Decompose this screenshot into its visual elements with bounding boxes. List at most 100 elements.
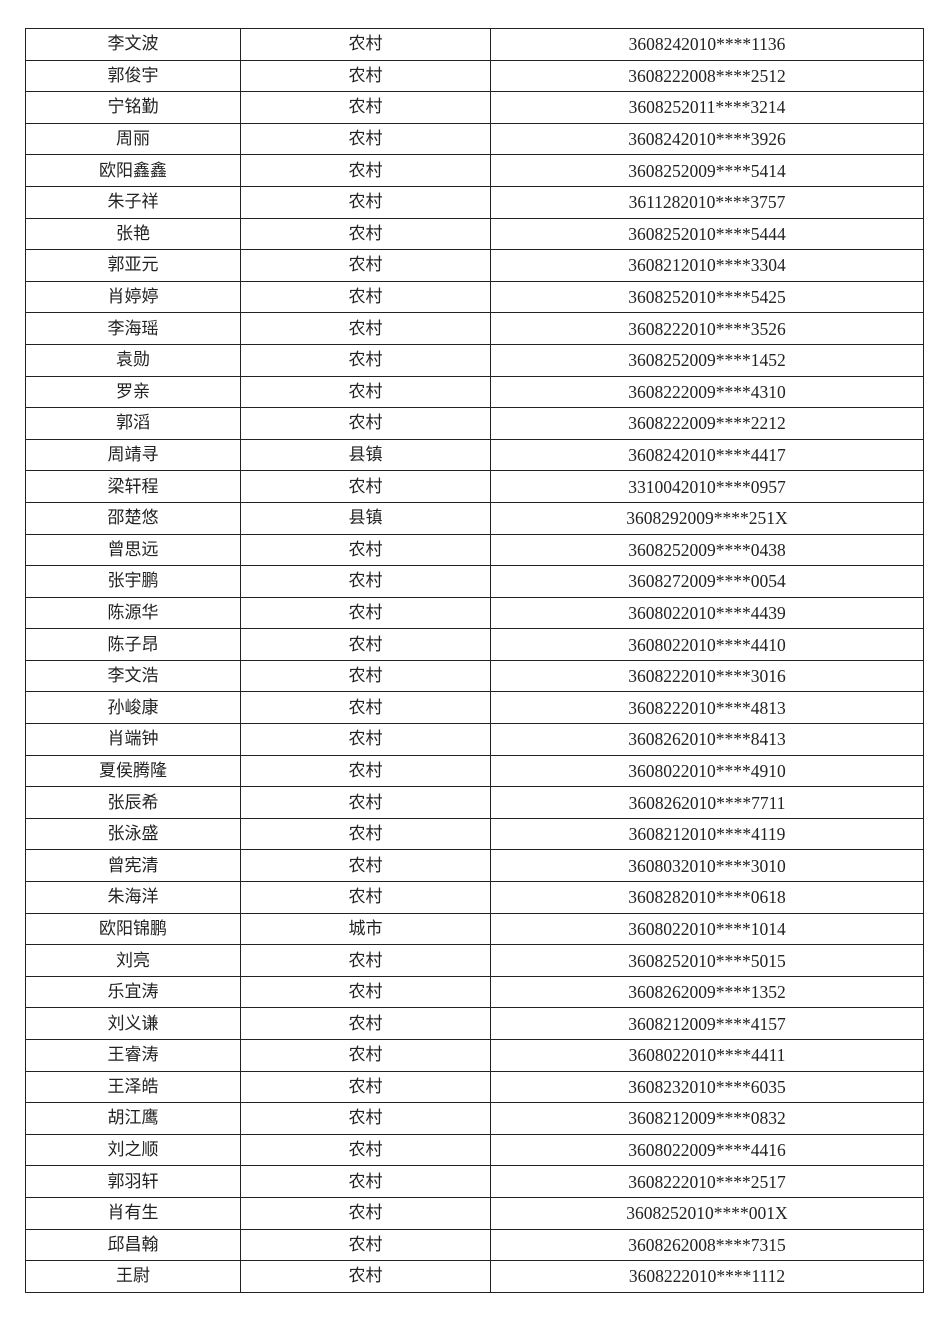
table-row: 张泳盛 农村 3608212010****4119: [25, 817, 924, 851]
area-cell: 农村: [240, 28, 491, 61]
name-cell: 郭俊宇: [25, 59, 241, 93]
area-cell: 农村: [240, 217, 491, 251]
table-row: 肖有生 农村 3608252010****001X: [25, 1196, 924, 1230]
area-cell: 农村: [240, 659, 491, 693]
table-row: 朱海洋 农村 3608282010****0618: [25, 881, 924, 914]
area-cell: 农村: [240, 849, 491, 883]
name-cell: 朱海洋: [25, 881, 241, 914]
name-cell: 李文波: [25, 28, 241, 61]
id-number-cell: 3608022009****4416: [490, 1133, 924, 1167]
name-cell: 陈子昂: [25, 628, 241, 661]
id-number-cell: 3608222010****2517: [490, 1165, 924, 1198]
name-cell: 李海瑶: [25, 312, 241, 345]
table-row: 王泽皓 农村 3608232010****6035: [25, 1070, 924, 1104]
name-cell: 刘义谦: [25, 1007, 241, 1040]
id-number-cell: 3608292009****251X: [490, 501, 924, 535]
id-number-cell: 3608222009****4310: [490, 375, 924, 409]
name-cell: 朱子祥: [25, 185, 241, 219]
area-cell: 农村: [240, 565, 491, 598]
table-row: 欧阳锦鹏 城市 3608022010****1014: [25, 912, 924, 946]
table-row: 刘亮 农村 3608252010****5015: [25, 944, 924, 977]
id-number-cell: 3608212010****3304: [490, 249, 924, 282]
id-number-cell: 3608222010****3016: [490, 659, 924, 693]
id-number-cell: 3608212010****4119: [490, 817, 924, 851]
table-row: 乐宜涛 农村 3608262009****1352: [25, 975, 924, 1009]
table-row: 李海瑶 农村 3608222010****3526: [25, 312, 924, 345]
table-row: 张宇鹏 农村 3608272009****0054: [25, 565, 924, 598]
name-cell: 肖有生: [25, 1196, 241, 1230]
table-body: 李文波 农村 3608242010****1136 郭俊宇 农村 3608222008**…: [25, 28, 924, 1293]
table-row: 肖婷婷 农村 3608252010****5425: [25, 280, 924, 314]
id-number-cell: 3608022010****4439: [490, 596, 924, 630]
id-number-cell: 3608262009****1352: [490, 975, 924, 1009]
table-row: 李文波 农村 3608242010****1136: [25, 28, 924, 61]
id-number-cell: 3608222010****1112: [490, 1260, 924, 1293]
table-row: 宁铭勤 农村 3608252011****3214: [25, 91, 924, 124]
name-cell: 刘亮: [25, 944, 241, 977]
id-number-cell: 3608252009****5414: [490, 154, 924, 187]
name-cell: 王尉: [25, 1260, 241, 1293]
area-cell: 农村: [240, 786, 491, 819]
name-cell: 张宇鹏: [25, 565, 241, 598]
area-cell: 农村: [240, 1228, 491, 1262]
table-row: 夏侯腾隆 农村 3608022010****4910: [25, 754, 924, 788]
name-cell: 张泳盛: [25, 817, 241, 851]
name-cell: 刘之顺: [25, 1133, 241, 1167]
table-row: 郭滔 农村 3608222009****2212: [25, 407, 924, 440]
area-cell: 农村: [240, 1260, 491, 1293]
name-cell: 孙峻康: [25, 691, 241, 725]
id-number-cell: 3608252010****5015: [490, 944, 924, 977]
id-number-cell: 3611282010****3757: [490, 185, 924, 219]
area-cell: 农村: [240, 723, 491, 756]
name-cell: 郭滔: [25, 407, 241, 440]
name-cell: 王睿涛: [25, 1039, 241, 1072]
table-row: 袁勋 农村 3608252009****1452: [25, 343, 924, 377]
table-row: 张辰希 农村 3608262010****7711: [25, 786, 924, 819]
table-row: 郭亚元 农村 3608212010****3304: [25, 249, 924, 282]
area-cell: 农村: [240, 375, 491, 409]
area-cell: 农村: [240, 1102, 491, 1135]
area-cell: 农村: [240, 1007, 491, 1040]
table-row: 李文浩 农村 3608222010****3016: [25, 659, 924, 693]
id-number-cell: 3608252009****0438: [490, 533, 924, 567]
area-cell: 农村: [240, 122, 491, 156]
name-cell: 袁勋: [25, 343, 241, 377]
table-row: 陈子昂 农村 3608022010****4410: [25, 628, 924, 661]
area-cell: 农村: [240, 1196, 491, 1230]
table-row: 邵楚悠 县镇 3608292009****251X: [25, 501, 924, 535]
id-number-cell: 3608252011****3214: [490, 91, 924, 124]
table-row: 曾宪清 农村 3608032010****3010: [25, 849, 924, 883]
area-cell: 农村: [240, 91, 491, 124]
table-row: 郭羽轩 农村 3608222010****2517: [25, 1165, 924, 1198]
name-cell: 曾宪清: [25, 849, 241, 883]
table-row: 王睿涛 农村 3608022010****4411: [25, 1039, 924, 1072]
id-number-cell: 3608252010****5444: [490, 217, 924, 251]
name-cell: 邱昌翰: [25, 1228, 241, 1262]
name-cell: 肖婷婷: [25, 280, 241, 314]
table-row: 王尉 农村 3608222010****1112: [25, 1260, 924, 1293]
id-number-cell: 3608242010****1136: [490, 28, 924, 61]
area-cell: 农村: [240, 1070, 491, 1104]
id-number-cell: 3608212009****4157: [490, 1007, 924, 1040]
table-row: 胡江鹰 农村 3608212009****0832: [25, 1102, 924, 1135]
table-row: 曾思远 农村 3608252009****0438: [25, 533, 924, 567]
id-number-cell: 3608262008****7315: [490, 1228, 924, 1262]
id-number-cell: 3608022010****4410: [490, 628, 924, 661]
id-number-cell: 3608232010****6035: [490, 1070, 924, 1104]
area-cell: 农村: [240, 154, 491, 187]
id-number-cell: 3608262010****8413: [490, 723, 924, 756]
id-number-cell: 3608022010****4411: [490, 1039, 924, 1072]
area-cell: 农村: [240, 470, 491, 503]
id-number-cell: 3608022010****1014: [490, 912, 924, 946]
name-cell: 胡江鹰: [25, 1102, 241, 1135]
table-row: 周靖寻 县镇 3608242010****4417: [25, 438, 924, 472]
id-number-cell: 3608262010****7711: [490, 786, 924, 819]
table-row: 梁轩程 农村 3310042010****0957: [25, 470, 924, 503]
name-cell: 乐宜涛: [25, 975, 241, 1009]
id-number-cell: 3608022010****4910: [490, 754, 924, 788]
id-number-cell: 3608242010****4417: [490, 438, 924, 472]
name-cell: 梁轩程: [25, 470, 241, 503]
area-cell: 农村: [240, 249, 491, 282]
table-row: 周丽 农村 3608242010****3926: [25, 122, 924, 156]
id-number-cell: 3608032010****3010: [490, 849, 924, 883]
